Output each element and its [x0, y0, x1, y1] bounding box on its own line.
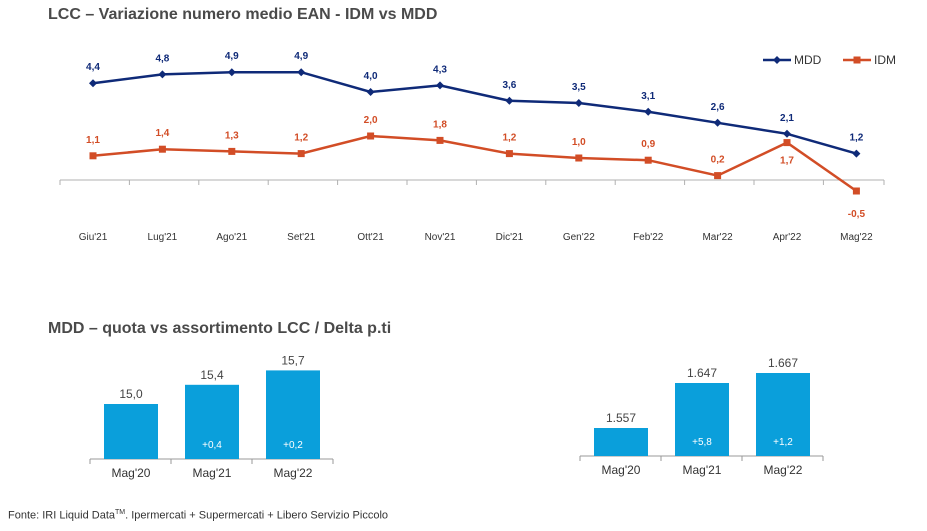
mdd-point	[366, 88, 375, 96]
source-prefix: Fonte: IRI Liquid Data	[8, 509, 116, 522]
x-tick-label: Set'21	[287, 232, 315, 243]
idm-point	[575, 154, 583, 162]
data-label-idm: 1,2	[294, 133, 308, 144]
bar-category-label: Mag'21	[193, 466, 232, 480]
idm-point	[505, 150, 513, 158]
idm-point	[852, 187, 860, 195]
x-tick-label: Feb'22	[633, 232, 664, 243]
mdd-point	[89, 79, 97, 88]
idm-point	[89, 152, 97, 160]
data-label-idm: -0,5	[848, 209, 866, 220]
bar-delta-label: +0,2	[283, 440, 303, 451]
data-label-mdd: 4,9	[294, 51, 308, 62]
bar-delta-label: +5,8	[692, 437, 712, 448]
data-label-idm: 1,8	[433, 119, 447, 130]
mdd-point	[158, 70, 167, 79]
data-label-idm: 1,0	[572, 137, 586, 148]
idm-point	[228, 147, 236, 155]
x-tick-label: Giu'21	[79, 232, 108, 243]
mdd-point	[783, 129, 791, 138]
idm-point	[158, 145, 166, 153]
data-label-idm: 1,4	[155, 128, 169, 139]
trademark-sup: TM	[115, 509, 126, 516]
data-label-idm: 2,0	[364, 115, 378, 126]
data-label-idm: 1,3	[225, 130, 239, 141]
data-label-mdd: 4,3	[433, 64, 447, 75]
bar-category-label: Mag'20	[112, 466, 151, 480]
x-tick-label: Dic'21	[496, 232, 524, 243]
series-line-mdd	[92, 70, 857, 155]
source-footer: Fonte: IRI Liquid DataTM. Ipermercati + …	[8, 509, 388, 522]
legend-label-idm: IDM	[874, 53, 896, 67]
x-tick-label: Nov'21	[425, 232, 456, 243]
data-label-mdd: 4,8	[155, 53, 169, 64]
data-label-idm: 1,2	[502, 133, 516, 144]
x-tick-label: Gen'22	[563, 232, 595, 243]
bar	[594, 428, 648, 456]
bar-value-label: 15,4	[200, 368, 224, 382]
bar-category-label: Mag'22	[274, 466, 313, 480]
mdd-point	[644, 107, 653, 116]
idm-point	[297, 150, 305, 158]
x-tick-label: Apr'22	[773, 232, 802, 243]
bar	[185, 384, 239, 459]
bar-value-label: 15,7	[281, 353, 305, 367]
bar-value-label: 15,0	[119, 387, 143, 401]
bar	[266, 370, 320, 459]
mdd-point	[574, 99, 583, 107]
legend-marker-mdd	[773, 56, 781, 64]
data-label-mdd: 4,9	[225, 51, 239, 62]
mdd-point	[852, 149, 861, 158]
data-label-idm: 1,7	[780, 156, 794, 167]
mdd-point	[505, 96, 514, 105]
data-label-mdd: 4,0	[364, 71, 378, 82]
legend-marker-idm	[853, 56, 861, 64]
mdd-point	[227, 68, 236, 77]
bar-category-label: Mag'21	[683, 463, 722, 477]
data-label-idm: 1,1	[86, 135, 100, 146]
legend-label-mdd: MDD	[794, 53, 822, 67]
bar-value-label: 1.647	[687, 366, 717, 380]
data-label-mdd: 3,5	[572, 82, 586, 93]
bar-delta-label: +0,4	[202, 440, 222, 451]
x-tick-label: Lug'21	[148, 232, 178, 243]
data-label-mdd: 2,6	[711, 102, 725, 113]
idm-point	[436, 136, 444, 144]
data-label-mdd: 3,6	[502, 80, 516, 91]
bar-chart-title: MDD – quota vs assortimento LCC / Delta …	[48, 320, 392, 337]
data-label-mdd: 4,4	[86, 62, 100, 73]
data-label-idm: 0,9	[641, 139, 655, 150]
mdd-point	[297, 68, 306, 77]
bar-value-label: 1.667	[768, 356, 798, 370]
bar-category-label: Mag'22	[764, 463, 803, 477]
data-label-mdd: 3,1	[641, 91, 655, 102]
x-tick-label: Mag'22	[840, 232, 873, 243]
mdd-point	[436, 81, 444, 90]
idm-point	[367, 132, 375, 140]
bar	[756, 373, 810, 456]
data-label-mdd: 1,2	[849, 133, 863, 144]
idm-point	[783, 139, 791, 147]
x-tick-label: Ago'21	[216, 232, 247, 243]
line-chart-title: LCC – Variazione numero medio EAN - IDM …	[48, 6, 438, 23]
idm-point	[714, 172, 722, 180]
bar	[675, 383, 729, 456]
bar	[104, 404, 158, 459]
x-tick-label: Mar'22	[702, 232, 733, 243]
source-suffix: . Ipermercati + Supermercati + Libero Se…	[125, 509, 389, 522]
series-line-idm	[92, 134, 858, 193]
data-label-idm: 0,2	[711, 155, 725, 166]
bar-category-label: Mag'20	[602, 463, 641, 477]
data-label-mdd: 2,1	[780, 113, 794, 124]
bar-delta-label: +1,2	[773, 437, 793, 448]
mdd-point	[713, 118, 722, 127]
bar-value-label: 1.557	[606, 411, 636, 425]
x-tick-label: Ott'21	[357, 232, 384, 243]
idm-point	[644, 156, 652, 164]
